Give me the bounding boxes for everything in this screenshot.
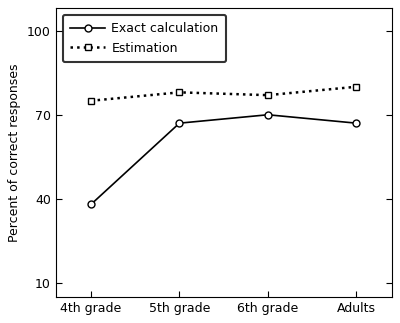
- Estimation: [266, 93, 270, 97]
- Estimation: [88, 99, 93, 103]
- Exact calculation: [88, 203, 93, 206]
- Y-axis label: Percent of correct responses: Percent of correct responses: [8, 63, 21, 242]
- Exact calculation: [177, 121, 182, 125]
- Line: Estimation: Estimation: [88, 83, 360, 104]
- Estimation: [177, 90, 182, 94]
- Estimation: [354, 85, 359, 89]
- Line: Exact calculation: Exact calculation: [88, 111, 360, 208]
- Legend: Exact calculation, Estimation: Exact calculation, Estimation: [63, 15, 226, 62]
- Exact calculation: [266, 113, 270, 117]
- Exact calculation: [354, 121, 359, 125]
